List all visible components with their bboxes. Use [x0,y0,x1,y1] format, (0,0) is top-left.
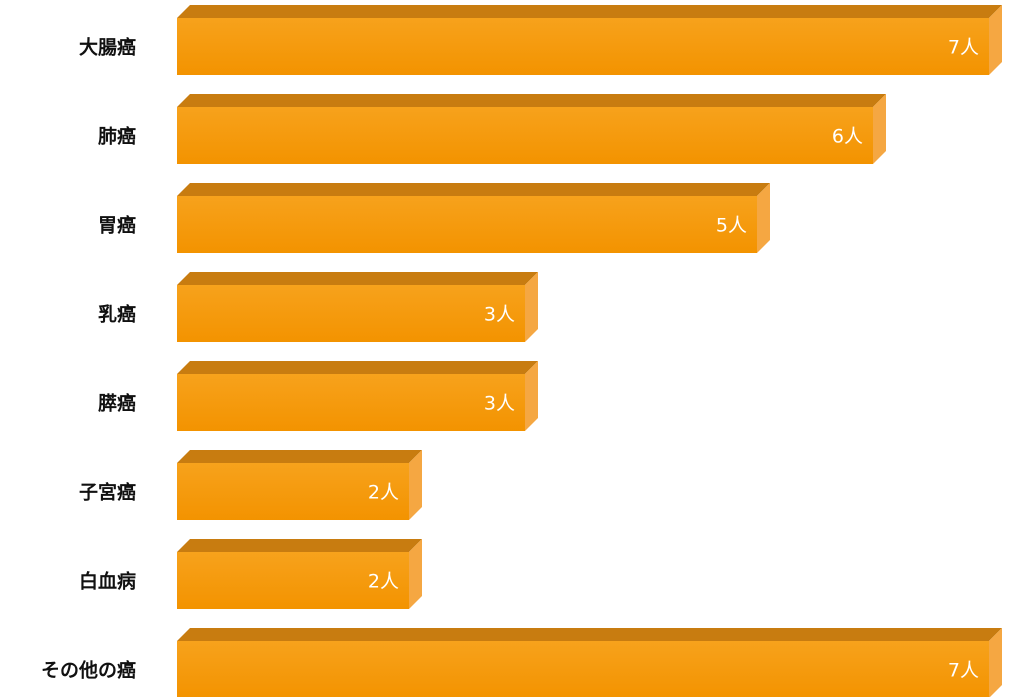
bar-3: 5人 胃癌 [98,183,770,253]
bar-front-face [177,107,873,164]
bar-front-face [177,552,409,609]
bar-value-label: 2人 [368,482,399,504]
bar-top-face [177,450,422,463]
bar-side-face [409,450,422,520]
bar-value-label: 5人 [716,215,747,237]
bar-5: 3人 膵癌 [98,361,538,431]
bar-front-face [177,641,989,697]
bar-top-face [177,539,422,552]
bar-side-face [525,361,538,431]
category-label: 子宮癌 [79,481,136,504]
bar-side-face [989,628,1002,697]
bar-side-face [525,272,538,342]
bar-side-face [409,539,422,609]
bar-front-face [177,463,409,520]
category-label: 胃癌 [98,214,136,237]
bar-front-face [177,18,989,75]
bar-top-face [177,5,1002,18]
bar-value-label: 3人 [484,393,515,415]
bar-value-label: 7人 [948,37,979,59]
category-label: その他の癌 [41,659,136,682]
bar-value-label: 6人 [832,126,863,148]
category-label: 大腸癌 [79,36,136,59]
bar-value-label: 2人 [368,571,399,593]
bar-side-face [989,5,1002,75]
bar-value-label: 7人 [948,660,979,682]
bar-6: 2人 子宮癌 [79,450,422,520]
bar-2: 6人 肺癌 [98,94,886,164]
bar-top-face [177,361,538,374]
bar-7: 2人 白血病 [79,539,422,609]
bar-side-face [757,183,770,253]
category-label: 膵癌 [98,392,136,415]
bar-4: 3人 乳癌 [98,272,538,342]
bar-top-face [177,94,886,107]
bar-front-face [177,374,525,431]
bar-side-face [873,94,886,164]
bar-front-face [177,285,525,342]
category-label: 白血病 [79,570,136,593]
category-label: 乳癌 [98,303,136,326]
bar-top-face [177,272,538,285]
bar-value-label: 3人 [484,304,515,326]
bar-top-face [177,183,770,196]
bar-top-face [177,628,1002,641]
bar-front-face [177,196,757,253]
bar-1: 7人 大腸癌 [79,5,1002,75]
bar-8: 7人 その他の癌 [41,628,1002,697]
category-label: 肺癌 [98,125,136,148]
